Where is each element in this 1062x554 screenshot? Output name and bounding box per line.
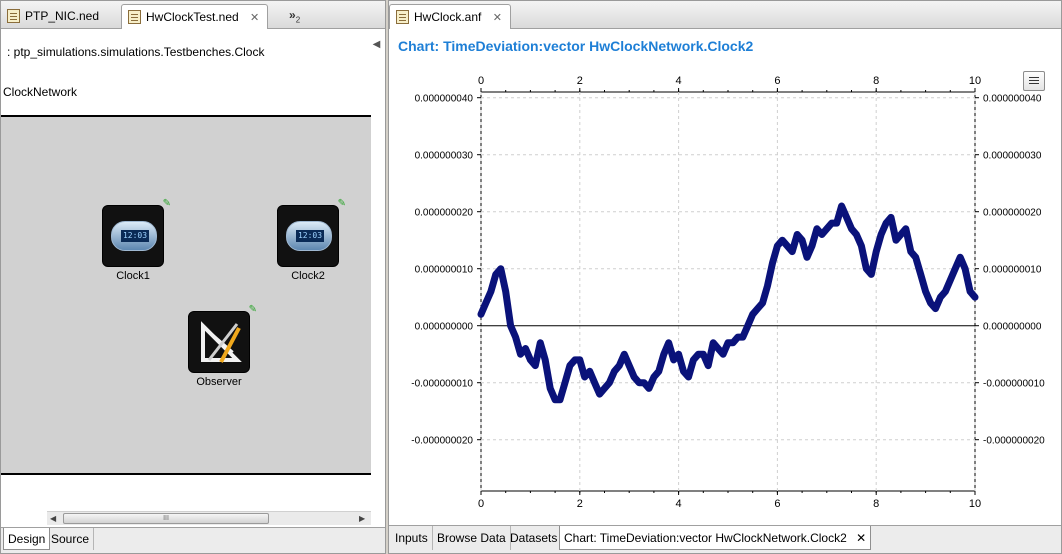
analysis-editor-pane: HwClock.anf ✕ Chart: TimeDeviation:vecto… [388, 0, 1062, 554]
plot-area [480, 91, 976, 492]
tab-browse-data[interactable]: Browse Data [433, 526, 511, 550]
series-line [477, 202, 979, 404]
y-tick-label-right: 0.000000030 [983, 151, 1042, 162]
y-tick-label-right: 0.000000000 [983, 322, 1042, 333]
scroll-right-icon[interactable]: ▶ [359, 514, 366, 523]
y-tick-label-right: -0.000000020 [983, 436, 1045, 447]
tab-datasets[interactable]: Datasets [506, 526, 563, 550]
observer-icon: ✎ [188, 304, 257, 373]
scrollbar-thumb[interactable]: III [63, 513, 269, 524]
close-icon[interactable]: ✕ [856, 531, 867, 545]
tab-source[interactable]: Source [47, 528, 95, 550]
clock-display: 12:03 [121, 230, 149, 242]
module-label: Clock1 [116, 270, 150, 282]
y-tick-label-left: 0.000000030 [415, 151, 474, 162]
editor-tab-bar: PTP_NIC.ned HwClockTest.ned ✕ »2 [1, 1, 385, 29]
close-icon[interactable]: ✕ [250, 12, 260, 24]
y-tick-label-left: 0.000000040 [415, 94, 474, 105]
x-tick-label-top: 0 [478, 75, 484, 87]
collapse-palette-icon[interactable]: ◀ [372, 39, 381, 50]
y-tick-label-left: 0.000000010 [415, 265, 474, 276]
x-tick-label-bottom: 2 [577, 498, 583, 510]
clock-icon: 12:03 ✎ [277, 198, 346, 267]
y-tick-label-right: 0.000000010 [983, 265, 1042, 276]
tab-hwclocktest-ned[interactable]: HwClockTest.ned ✕ [121, 4, 269, 29]
analysis-tab-bar: HwClock.anf ✕ [389, 1, 1061, 29]
tab-inputs[interactable]: Inputs [391, 526, 433, 550]
x-tick-label-top: 10 [969, 75, 981, 87]
x-tick-label-top: 4 [676, 75, 682, 87]
x-tick-label-top: 2 [577, 75, 583, 87]
module-observer[interactable]: ✎ Observer [187, 304, 257, 388]
pin-icon: ✎ [337, 198, 346, 209]
x-tick-label-bottom: 0 [478, 498, 484, 510]
observer-graphic [201, 321, 242, 363]
x-tick-label-top: 8 [873, 75, 879, 87]
module-clock2[interactable]: 12:03 ✎ Clock2 [276, 198, 346, 282]
tab-design[interactable]: Design [3, 528, 51, 550]
network-name: ClockNetwork [3, 85, 78, 99]
chevron-double-right-icon: » [289, 8, 296, 22]
pin-icon: ✎ [162, 198, 171, 209]
clock-display: 12:03 [296, 230, 324, 242]
y-tick-label-left: 0.000000020 [415, 208, 474, 219]
editor-mode-tabs: Design Source [1, 527, 385, 553]
ned-editor-pane: PTP_NIC.ned HwClockTest.ned ✕ »2 : ptp_s… [0, 0, 386, 554]
horizontal-scrollbar[interactable]: ◀ III ▶ [47, 511, 371, 525]
network-canvas[interactable]: 12:03 ✎ Clock1 12:03 ✎ Clock2 ✎ [1, 115, 371, 475]
scroll-left-icon[interactable]: ◀ [50, 514, 57, 523]
x-tick-label-bottom: 6 [774, 498, 780, 510]
module-label: Observer [196, 376, 242, 388]
canvas-footer [1, 477, 371, 511]
y-tick-label-left: -0.000000010 [411, 379, 473, 390]
tab-label: HwClock.anf [414, 10, 482, 24]
tab-hwclock-anf[interactable]: HwClock.anf ✕ [389, 4, 511, 29]
x-tick-label-bottom: 8 [873, 498, 879, 510]
y-tick-label-right: 0.000000040 [983, 94, 1042, 105]
y-tick-label-left: -0.000000020 [411, 436, 473, 447]
clock-icon: 12:03 ✎ [102, 198, 171, 267]
tab-overflow-button[interactable]: »2 [289, 8, 300, 24]
tab-label: Chart: TimeDeviation:vector HwClockNetwo… [564, 531, 847, 545]
y-tick-label-left: 0.000000000 [415, 322, 474, 333]
chart-properties-button[interactable] [1023, 71, 1045, 91]
package-declaration: : ptp_simulations.simulations.Testbenche… [1, 41, 371, 63]
tab-label: HwClockTest.ned [146, 10, 239, 24]
anf-file-icon [396, 10, 409, 24]
ned-file-icon [7, 9, 20, 23]
y-tick-label-right: -0.000000010 [983, 379, 1045, 390]
chart-title: Chart: TimeDeviation:vector HwClockNetwo… [398, 38, 754, 54]
close-icon[interactable]: ✕ [492, 12, 502, 24]
module-clock1[interactable]: 12:03 ✎ Clock1 [101, 198, 171, 282]
overflow-count: 2 [295, 15, 301, 25]
x-tick-label-top: 6 [774, 75, 780, 87]
x-tick-label-bottom: 10 [969, 498, 981, 510]
tab-ptp-nic-ned[interactable]: PTP_NIC.ned [1, 4, 107, 29]
analysis-page-tabs: Inputs Browse Data Datasets Chart: TimeD… [389, 525, 1061, 553]
ned-file-icon [128, 10, 141, 24]
module-label: Clock2 [291, 270, 325, 282]
tab-label: PTP_NIC.ned [25, 9, 100, 23]
y-tick-label-right: 0.000000020 [983, 208, 1042, 219]
pin-icon: ✎ [248, 304, 257, 315]
x-tick-label-bottom: 4 [676, 498, 682, 510]
tab-chart[interactable]: Chart: TimeDeviation:vector HwClockNetwo… [559, 526, 872, 550]
